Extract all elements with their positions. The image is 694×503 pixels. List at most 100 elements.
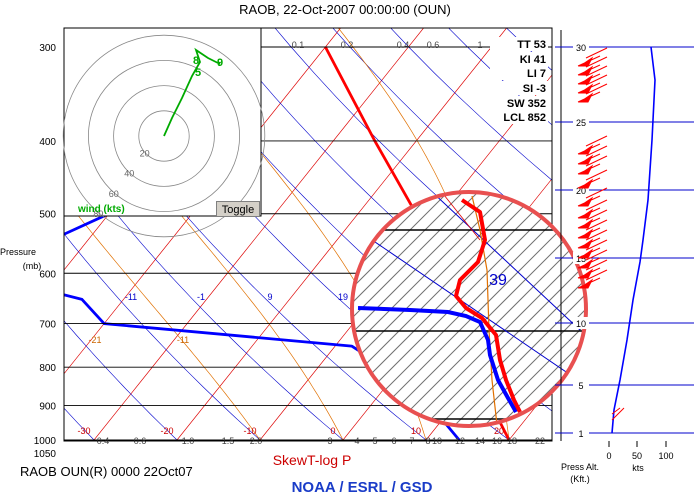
hodograph-ring <box>113 85 215 187</box>
pressure-tick-label: 1050 <box>34 449 57 460</box>
hodograph-trace <box>163 47 221 137</box>
zoom-mixing-ratio-line <box>479 192 586 426</box>
stability-indices: TT 53 KI 41 LI 7 SI -3 SW 352 LCL 852 <box>490 37 548 124</box>
dry-adiabat-line <box>332 28 552 237</box>
zoom-dry-adiabat <box>352 224 586 396</box>
height-tick-background <box>573 116 589 128</box>
index-background <box>490 37 548 51</box>
hodograph-ring <box>62 34 266 238</box>
height-tick-label: 5 <box>578 381 583 391</box>
adiabat-label: -21 <box>88 335 101 345</box>
pressure-tick-label: 500 <box>39 210 56 221</box>
zoom-temperature-profile <box>454 198 522 413</box>
zoom-mixing-ratio-line <box>615 190 694 430</box>
wind-barb <box>577 153 601 165</box>
zoom-mixing-ratio-line <box>509 192 586 426</box>
height-tick-background <box>573 41 589 53</box>
wind-barb-staff <box>585 249 608 261</box>
mixing-ratio-upper-label: 0.2 <box>341 40 354 50</box>
height-tick-background <box>573 427 589 439</box>
zoom-dry-adiabat <box>429 192 581 331</box>
zoom-outline <box>350 190 588 428</box>
dry-adiabat-line <box>390 28 552 181</box>
isotherm-line <box>175 28 508 441</box>
wind-speed-profile <box>611 46 656 434</box>
pressure-axis-units: (mb) <box>23 261 42 271</box>
zoom-mixing-ratio-line <box>449 192 586 426</box>
wind-barb <box>577 91 601 103</box>
hodograph-toggle-button[interactable]: Toggle <box>216 201 260 217</box>
pressure-tick-label: 800 <box>39 363 56 374</box>
footer-station: RAOB OUN(R) 0000 22Oct07 <box>20 464 193 479</box>
temperature-tick-label: -10 <box>243 426 256 436</box>
wind-barb-staff <box>585 269 608 281</box>
wind-barb <box>577 143 601 155</box>
height-tick-label: 1 <box>578 429 583 439</box>
pressure-axis-title: Pressure <box>0 247 36 257</box>
axis-labels: 300 400 500 600 700 800 900 1000 1050 <box>34 43 57 460</box>
stability-index-label: LI 7 <box>527 68 546 80</box>
adiabat-label: -11 <box>125 292 137 302</box>
wind-barb-staff <box>585 169 608 181</box>
index-background <box>490 52 548 66</box>
index-background <box>490 96 548 110</box>
wind-barb <box>577 227 601 239</box>
zoom-isotherm <box>439 192 481 241</box>
height-tick-label: 15 <box>576 254 586 264</box>
isotherm-line <box>64 28 342 375</box>
wind-axis-tick-label: 100 <box>658 451 673 461</box>
wind-barb <box>577 64 601 76</box>
dry-adiabat-line <box>64 233 262 441</box>
temperature-tick-label: 10 <box>411 426 421 436</box>
hodograph-ring-label: 40 <box>124 169 134 179</box>
wind-barb <box>577 267 601 279</box>
dry-adiabat-line <box>64 146 345 441</box>
wind-barb-staff <box>585 83 608 95</box>
mixing-ratio-upper-label: 0.4 <box>397 40 410 50</box>
index-background <box>490 110 548 124</box>
zoom-mixing-ratio-line <box>389 192 586 426</box>
wind-barb-staff <box>585 187 608 199</box>
index-background <box>490 81 548 95</box>
stability-index-label: SW 352 <box>507 98 546 110</box>
dry-adiabat-line <box>0 0 26 456</box>
hodograph-ring-label: 80 <box>93 209 103 219</box>
wind-barb <box>577 73 601 85</box>
pressure-tick-label: 1000 <box>34 436 57 447</box>
wind-axis-tick-label: 50 <box>632 451 642 461</box>
pressure-tick-label: 700 <box>39 320 56 331</box>
height-axis-units: (Kft.) <box>570 474 590 484</box>
temperature-tick-label: -30 <box>77 426 90 436</box>
zoom-mixing-ratio-line <box>630 190 694 430</box>
adiabat-label: -11 <box>177 335 189 345</box>
zoom-mixing-ratio-line <box>494 192 586 426</box>
wind-barb-staff <box>585 229 608 241</box>
wind-barb <box>577 247 601 259</box>
pressure-tick-label: 600 <box>39 269 56 280</box>
temperature-tick-label: -20 <box>160 426 173 436</box>
hodograph-ring <box>88 60 240 212</box>
isotherm-line <box>579 0 694 456</box>
stability-index-label: LCL 852 <box>503 112 546 124</box>
pressure-tick-label: 900 <box>39 402 56 413</box>
hodograph-point-label: 5 <box>195 67 201 79</box>
stability-index-label: KI 41 <box>520 54 546 66</box>
height-axis-title: Press Alt. <box>561 462 599 472</box>
wind-barb-staff <box>585 65 608 77</box>
isotherm-line <box>92 28 425 441</box>
hodograph-wind-label: wind (kts) <box>77 204 125 215</box>
stability-index-label: SI -3 <box>523 83 546 95</box>
zoom-mixing-ratio-line <box>404 192 586 426</box>
wind-barb <box>577 257 601 269</box>
wind-barb-surface <box>611 407 625 421</box>
adiabat-label: 9 <box>267 292 272 302</box>
wind-barb-staff <box>585 74 608 86</box>
pressure-tick-label: 300 <box>39 43 56 54</box>
dry-adiabat-line <box>689 0 694 456</box>
wind-barb-staff <box>585 199 608 211</box>
mixing-ratio-upper-label: 0.6 <box>427 40 440 50</box>
wind-barb-staff <box>585 155 608 167</box>
hodograph-ring <box>138 110 190 162</box>
wind-barb-staff <box>585 259 608 271</box>
